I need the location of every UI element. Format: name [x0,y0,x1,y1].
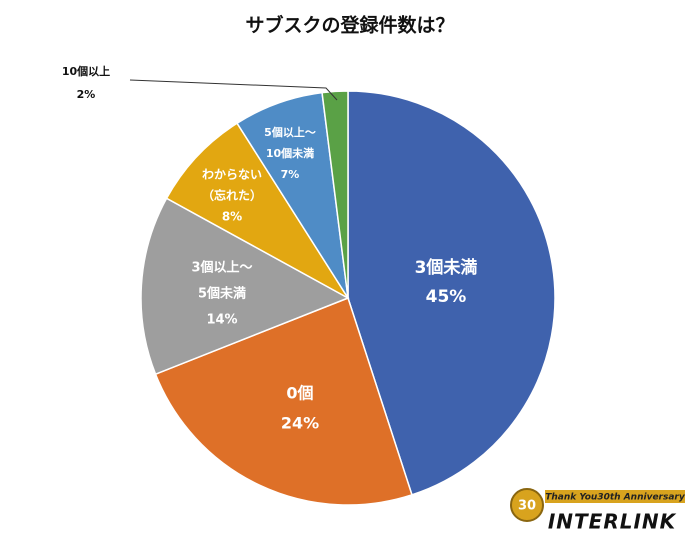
logo: 30 Thank You30th Anniversary INTERLINK [510,488,686,534]
value-label: 14% [206,313,237,328]
logo-band [545,490,685,503]
pie-slice [321,90,349,299]
slice-label: 10個以上 [62,64,110,78]
slice-label: わからない [202,168,262,182]
pie-slice [347,90,556,496]
value-label: 2% [77,88,96,101]
logo-badge: 30 [518,499,536,514]
slice-label: 3個以上～ [191,260,252,276]
value-label: 8% [222,210,242,224]
pie-slice [140,197,350,376]
chart-title: サブスクの登録件数は？ [245,14,454,37]
logo-badge-circle [510,488,544,522]
value-label: 45% [426,287,467,307]
value-label: 24% [281,414,319,433]
slice-label: 5個以上～ [264,125,316,139]
pie-slice [165,122,349,299]
slice-label: （忘れた） [202,188,262,203]
slice-label: 10個未満 [266,146,314,160]
leader-line [129,79,338,101]
value-label: 7% [281,168,300,181]
slice-label: 0個 [286,384,313,403]
pie-slice [154,297,413,506]
logo-tagline: Thank You30th Anniversary [545,493,686,503]
slice-label: 5個未満 [198,286,246,302]
slice-label: 3個未満 [415,257,478,278]
logo-name: INTERLINK [548,510,677,534]
